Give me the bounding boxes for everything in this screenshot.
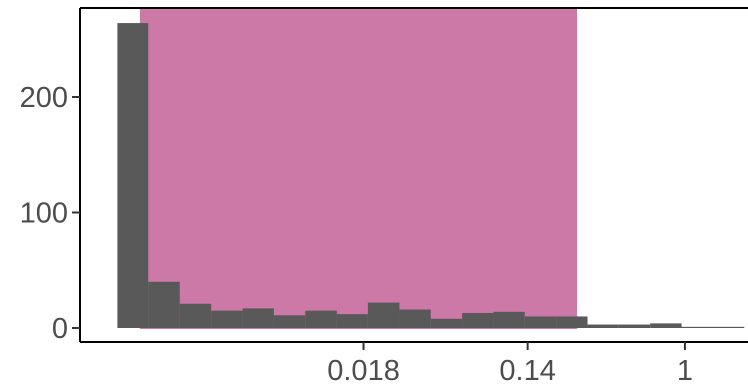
x-tick-label-1: 0.14 xyxy=(499,355,555,387)
histogram-bar-1 xyxy=(148,281,180,328)
histogram-bar-6 xyxy=(305,310,337,328)
histogram-bar-13 xyxy=(524,316,557,328)
histogram-bar-18 xyxy=(681,326,713,328)
histogram-bar-3 xyxy=(211,310,243,328)
y-tick-label-2: 200 xyxy=(20,82,68,114)
histogram-bar-8 xyxy=(367,302,400,328)
histogram-bar-14 xyxy=(556,316,588,328)
x-ticks: 0.018 0.14 1 xyxy=(327,342,693,387)
histogram-bar-5 xyxy=(273,315,306,328)
histogram-bar-0 xyxy=(117,23,149,329)
y-tick-label-0: 0 xyxy=(52,313,68,345)
histogram-bar-17 xyxy=(650,323,682,328)
histogram-bar-19 xyxy=(712,326,745,328)
histogram-bar-9 xyxy=(399,309,431,328)
bars-layer xyxy=(117,23,745,329)
x-tick-label-0: 0.018 xyxy=(327,355,400,387)
histogram-bar-12 xyxy=(493,311,525,328)
y-ticks: 0 100 200 xyxy=(20,82,80,345)
histogram-bar-10 xyxy=(430,318,463,328)
histogram-bar-4 xyxy=(242,308,274,328)
histogram-bar-2 xyxy=(179,303,212,328)
histogram-bar-11 xyxy=(462,312,494,328)
x-tick-label-2: 1 xyxy=(677,355,693,387)
histogram-bar-7 xyxy=(336,314,368,328)
highlight-band-layer xyxy=(139,8,578,329)
histogram-bar-15 xyxy=(587,324,619,328)
histogram-bar-16 xyxy=(618,324,651,328)
y-tick-label-1: 100 xyxy=(20,198,68,230)
highlight-band xyxy=(139,8,578,329)
